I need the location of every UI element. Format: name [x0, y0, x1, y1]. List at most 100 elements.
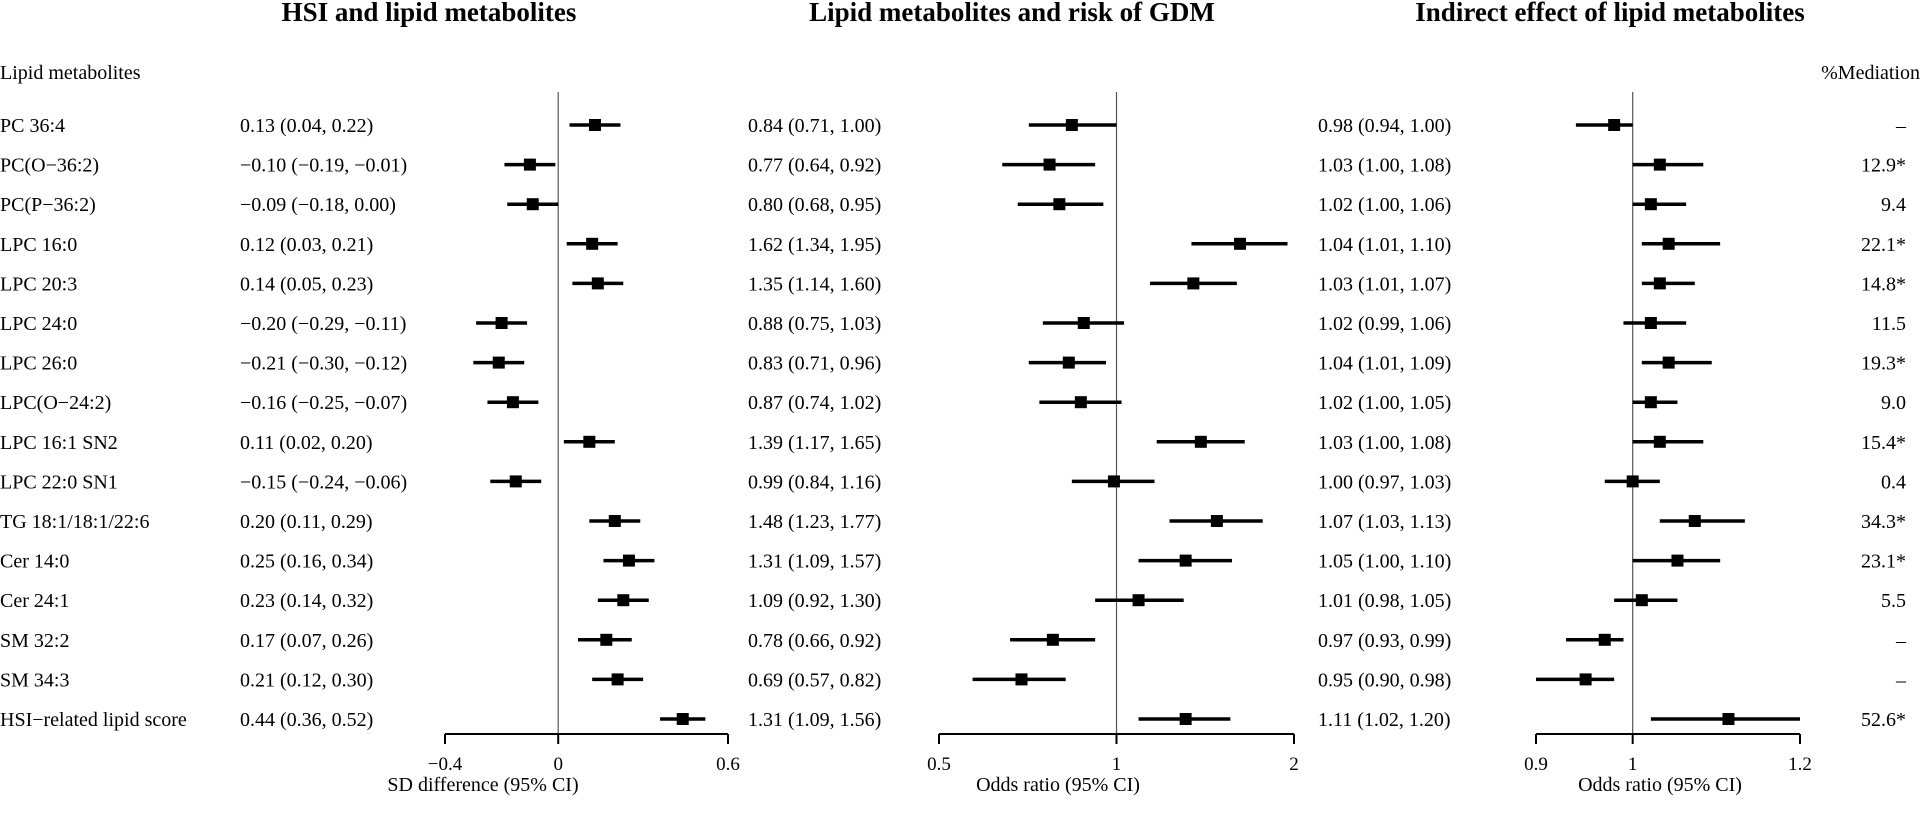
panel2-title: Lipid metabolites and risk of GDM	[809, 0, 1215, 27]
estimate-label: 1.02 (1.00, 1.05)	[1318, 392, 1451, 414]
point-estimate	[1626, 475, 1639, 488]
estimate-label: 1.07 (1.03, 1.13)	[1318, 511, 1451, 533]
estimate-label: 0.80 (0.68, 0.95)	[748, 194, 881, 216]
point-estimate	[526, 198, 539, 211]
mediation-value: 22.1*	[1861, 234, 1906, 256]
row-label: SM 34:3	[0, 669, 69, 691]
row-label: LPC 16:1 SN2	[0, 432, 118, 454]
point-estimate	[622, 554, 635, 567]
estimate-label: 1.31 (1.09, 1.57)	[748, 551, 881, 573]
point-estimate	[1635, 594, 1648, 607]
point-estimate	[1722, 713, 1735, 725]
mediation-value: 5.5	[1881, 590, 1906, 612]
x-tick-label: 1.2	[1788, 754, 1812, 775]
point-estimate	[1187, 277, 1200, 290]
panel3-xlabel: Odds ratio (95% CI)	[1578, 774, 1742, 796]
panel2-xlabel: Odds ratio (95% CI)	[976, 774, 1140, 796]
estimate-label: 0.23 (0.14, 0.32)	[240, 590, 373, 612]
x-tick-label: 2	[1289, 754, 1299, 775]
x-tick-label: 1	[1112, 754, 1122, 775]
estimate-label: 1.35 (1.14, 1.60)	[748, 273, 881, 295]
mediation-value: 11.5	[1872, 313, 1906, 335]
estimate-label: 0.14 (0.05, 0.23)	[240, 273, 373, 295]
x-tick-label: 1	[1628, 754, 1638, 775]
point-estimate	[1653, 435, 1666, 448]
panel1-xlabel: SD difference (95% CI)	[387, 774, 578, 796]
point-estimate	[1608, 119, 1621, 131]
point-estimate	[1179, 554, 1192, 567]
estimate-label: 0.44 (0.36, 0.52)	[240, 709, 373, 731]
estimate-label: 1.02 (0.99, 1.06)	[1318, 313, 1451, 335]
estimate-label: 0.87 (0.74, 1.02)	[748, 392, 881, 414]
row-label: LPC 24:0	[0, 313, 77, 335]
estimate-label: −0.10 (−0.19, −0.01)	[240, 155, 407, 177]
estimate-label: −0.15 (−0.24, −0.06)	[240, 471, 407, 493]
estimate-label: 1.09 (0.92, 1.30)	[748, 590, 881, 612]
estimate-label: 0.69 (0.57, 0.82)	[748, 669, 881, 691]
panel1-title: HSI and lipid metabolites	[282, 0, 577, 27]
point-estimate	[1107, 475, 1120, 488]
mediation-value: 9.0	[1881, 392, 1906, 414]
estimate-label: 0.88 (0.75, 1.03)	[748, 313, 881, 335]
mediation-value: –	[1895, 669, 1907, 691]
forest-panel-3: 0.9 1 1.2 0.98 (0.94, 1.00) 1.03 (1.00, 1.08…	[1318, 92, 1812, 775]
x-tick-label: 0	[553, 754, 563, 775]
point-estimate	[1046, 633, 1059, 646]
estimate-label: 0.21 (0.12, 0.30)	[240, 669, 373, 691]
estimate-label: 1.39 (1.17, 1.65)	[748, 432, 881, 454]
point-estimate	[1179, 713, 1192, 725]
mediation-value: 23.1*	[1861, 551, 1906, 573]
estimate-label: 1.11 (1.02, 1.20)	[1318, 709, 1451, 731]
panel3-title: Indirect effect of lipid metabolites	[1415, 0, 1804, 27]
estimate-label: 1.03 (1.01, 1.07)	[1318, 273, 1451, 295]
point-estimate	[676, 713, 689, 725]
row-label: Cer 24:1	[0, 590, 69, 612]
estimate-label: 1.62 (1.34, 1.95)	[748, 234, 881, 256]
point-estimate	[1579, 673, 1592, 686]
row-label: LPC 20:3	[0, 273, 77, 295]
estimate-label: 0.99 (0.84, 1.16)	[748, 471, 881, 493]
estimate-label: 1.03 (1.00, 1.08)	[1318, 432, 1451, 454]
mediation-header: %Mediation	[1821, 62, 1920, 84]
point-estimate	[523, 158, 536, 171]
x-tick-label: 0.6	[716, 754, 740, 775]
estimate-label: 0.11 (0.02, 0.20)	[240, 432, 373, 454]
row-label: PC(P−36:2)	[0, 194, 96, 216]
row-label: PC(O−36:2)	[0, 155, 99, 177]
mediation-value: 19.3*	[1861, 353, 1906, 375]
row-label: LPC 22:0 SN1	[0, 471, 118, 493]
point-estimate	[1662, 237, 1675, 250]
mediation-value: 15.4*	[1861, 432, 1906, 454]
mediation-value: 9.4	[1881, 194, 1906, 216]
mediation-value: –	[1895, 115, 1907, 137]
estimate-label: 0.97 (0.93, 0.99)	[1318, 630, 1451, 652]
estimate-label: 0.25 (0.16, 0.34)	[240, 551, 373, 573]
estimate-label: 0.98 (0.94, 1.00)	[1318, 115, 1451, 137]
point-estimate	[1688, 515, 1701, 527]
point-estimate	[608, 515, 621, 527]
point-estimate	[1598, 633, 1611, 646]
estimate-label: 1.04 (1.01, 1.09)	[1318, 353, 1451, 375]
estimate-label: 1.48 (1.23, 1.77)	[748, 511, 881, 533]
point-estimate	[509, 475, 522, 488]
x-tick-label: −0.4	[428, 754, 463, 775]
point-estimate	[1065, 119, 1078, 131]
row-label: LPC 26:0	[0, 353, 77, 375]
estimate-label: 1.02 (1.00, 1.06)	[1318, 194, 1451, 216]
x-tick-label: 0.5	[927, 754, 951, 775]
point-estimate	[1015, 673, 1028, 686]
estimate-label: 0.12 (0.03, 0.21)	[240, 234, 373, 256]
point-estimate	[1043, 158, 1056, 171]
estimate-label: −0.16 (−0.25, −0.07)	[240, 392, 407, 414]
row-label: Cer 14:0	[0, 551, 69, 573]
estimate-label: 1.00 (0.97, 1.03)	[1318, 471, 1451, 493]
estimate-label: 0.13 (0.04, 0.22)	[240, 115, 373, 137]
estimate-label: 0.20 (0.11, 0.29)	[240, 511, 373, 533]
point-estimate	[591, 277, 604, 290]
point-estimate	[1653, 158, 1666, 171]
row-label: PC 36:4	[0, 115, 65, 137]
point-estimate	[600, 633, 613, 646]
estimate-label: 0.83 (0.71, 0.96)	[748, 353, 881, 375]
x-tick-label: 0.9	[1524, 754, 1548, 775]
